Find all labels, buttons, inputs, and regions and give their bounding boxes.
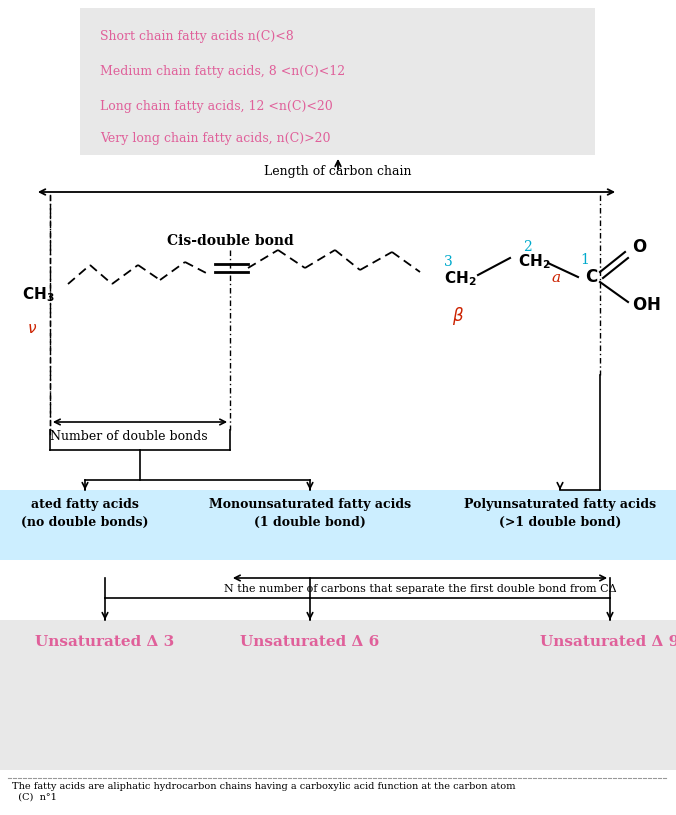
- Text: $\mathbf{OH}$: $\mathbf{OH}$: [632, 297, 660, 314]
- Text: Cis-double bond: Cis-double bond: [166, 234, 293, 248]
- Bar: [0, 490, 676, 560]
- Text: $\mathbf{CH_2}$: $\mathbf{CH_2}$: [443, 270, 477, 289]
- Text: $\mathbf{O}$: $\mathbf{O}$: [632, 240, 648, 257]
- Text: (C)  n°1: (C) n°1: [12, 793, 57, 802]
- Text: Unsaturated Δ 9: Unsaturated Δ 9: [540, 635, 676, 649]
- Text: Unsaturated Δ 3: Unsaturated Δ 3: [35, 635, 174, 649]
- Text: Short chain fatty acids n(C)<8: Short chain fatty acids n(C)<8: [100, 30, 294, 43]
- Text: $\nu$: $\nu$: [27, 322, 37, 336]
- Text: Medium chain fatty acids, 8 <n(C)<12: Medium chain fatty acids, 8 <n(C)<12: [100, 65, 345, 78]
- Text: Monounsaturated fatty acids
(1 double bond): Monounsaturated fatty acids (1 double bo…: [209, 498, 411, 529]
- Text: 2: 2: [523, 240, 531, 254]
- Text: Length of carbon chain: Length of carbon chain: [264, 165, 412, 178]
- Bar: [0, 620, 676, 770]
- Text: ated fatty acids
(no double bonds): ated fatty acids (no double bonds): [21, 498, 149, 529]
- Text: Long chain fatty acids, 12 <n(C)<20: Long chain fatty acids, 12 <n(C)<20: [100, 100, 333, 113]
- Text: The fatty acids are aliphatic hydrocarbon chains having a carboxylic acid functi: The fatty acids are aliphatic hydrocarbo…: [12, 782, 516, 791]
- Text: Very long chain fatty acids, n(C)>20: Very long chain fatty acids, n(C)>20: [100, 132, 331, 145]
- Text: $\mathbf{C}$: $\mathbf{C}$: [585, 268, 598, 285]
- Text: a: a: [552, 271, 560, 285]
- Text: $\mathbf{CH_3}$: $\mathbf{CH_3}$: [22, 285, 55, 304]
- Text: Number of double bonds: Number of double bonds: [50, 430, 208, 443]
- Text: 3: 3: [443, 255, 452, 269]
- Text: N the number of carbons that separate the first double bond from CΔ: N the number of carbons that separate th…: [224, 584, 617, 594]
- Text: 1: 1: [581, 253, 589, 267]
- Text: Polyunsaturated fatty acids
(>1 double bond): Polyunsaturated fatty acids (>1 double b…: [464, 498, 656, 529]
- Text: $\beta$: $\beta$: [452, 305, 464, 327]
- Bar: [80, 8, 595, 155]
- Text: Unsaturated Δ 6: Unsaturated Δ 6: [241, 635, 380, 649]
- Text: $\mathbf{CH_2}$: $\mathbf{CH_2}$: [518, 253, 551, 271]
